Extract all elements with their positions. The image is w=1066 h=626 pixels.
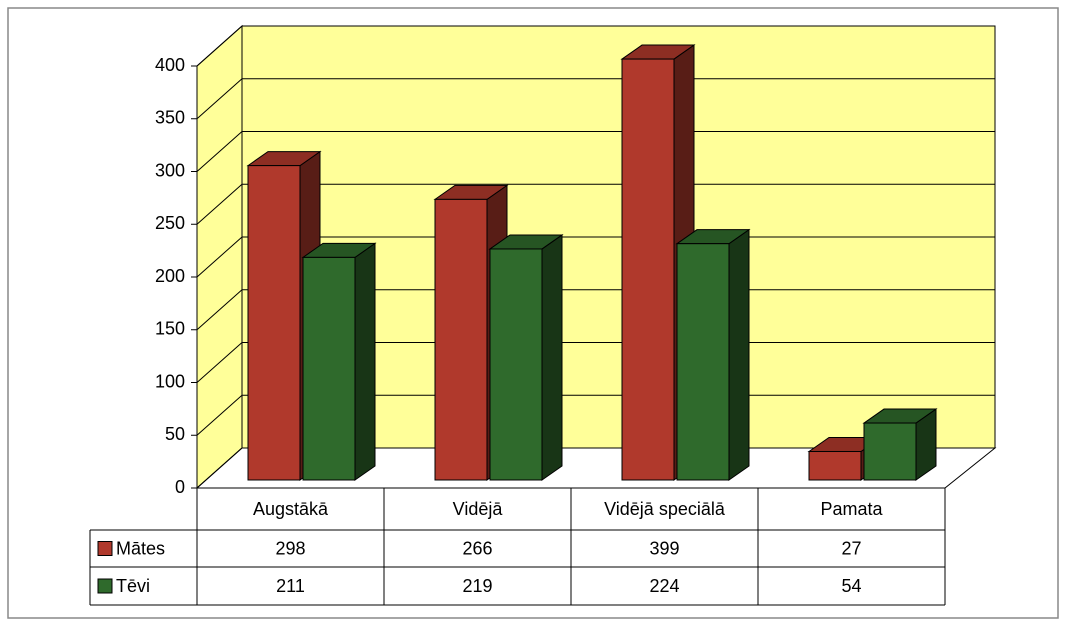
y-tick-label: 0 xyxy=(175,477,185,497)
bar xyxy=(863,422,917,481)
bar xyxy=(676,243,730,481)
bar xyxy=(434,198,488,481)
y-tick-label: 150 xyxy=(155,319,185,339)
table-value: 219 xyxy=(462,576,492,596)
table-value: 54 xyxy=(841,576,861,596)
bar-side xyxy=(541,233,563,481)
bar xyxy=(808,451,862,481)
bar-side xyxy=(354,242,376,481)
category-label: Augstākā xyxy=(253,499,329,519)
category-label: Vidējā xyxy=(453,499,504,519)
table-value: 298 xyxy=(275,538,305,558)
legend-label: Mātes xyxy=(116,538,165,558)
table-value: 266 xyxy=(462,538,492,558)
y-tick-label: 250 xyxy=(155,213,185,233)
y-tick-label: 100 xyxy=(155,371,185,391)
category-label: Pamata xyxy=(820,499,883,519)
y-tick-label: 50 xyxy=(165,424,185,444)
bar xyxy=(489,248,543,481)
grid-line xyxy=(196,131,995,172)
category-label: Vidējā speciālā xyxy=(604,499,726,519)
bar xyxy=(302,256,356,481)
bar xyxy=(621,58,675,481)
grid-line xyxy=(196,25,995,67)
table-value: 399 xyxy=(649,538,679,558)
legend-label: Tēvi xyxy=(116,576,150,596)
y-tick-label: 300 xyxy=(155,160,185,180)
grid-line xyxy=(196,183,995,225)
y-tick-label: 400 xyxy=(155,55,185,75)
grid-line xyxy=(196,78,995,120)
table-value: 224 xyxy=(649,576,679,596)
table-value: 211 xyxy=(276,576,305,596)
y-tick-label: 200 xyxy=(155,266,185,286)
table-value: 27 xyxy=(841,538,861,558)
bar-side xyxy=(728,228,750,481)
legend-key xyxy=(97,578,113,594)
bar xyxy=(247,165,301,481)
y-tick-label: 350 xyxy=(155,108,185,128)
legend-key xyxy=(97,541,113,556)
